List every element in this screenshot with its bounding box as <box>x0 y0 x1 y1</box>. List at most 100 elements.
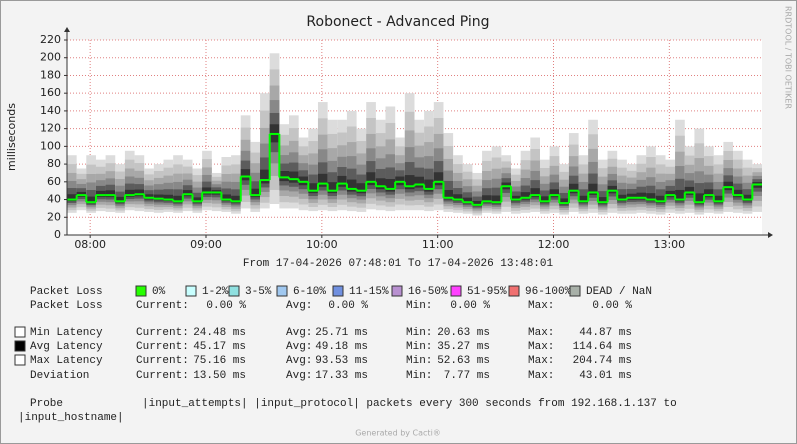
legend-label: DEAD / NaN <box>586 286 652 298</box>
stats-key: Max: <box>528 300 554 312</box>
y-tick-label: 0 <box>54 228 61 241</box>
smoke-band <box>559 198 569 205</box>
stats-key: Current: <box>136 341 189 353</box>
legend-label: 3-5% <box>245 286 272 298</box>
smoke-band <box>337 175 347 187</box>
footer: Generated by Cacti® <box>355 429 441 438</box>
smoke-band <box>231 195 241 203</box>
legend-label: Max Latency <box>30 355 103 367</box>
stats-key: Max: <box>528 370 554 382</box>
smoke-band <box>260 169 270 184</box>
y-tick-label: 160 <box>40 86 61 99</box>
stats-value: 44.87 ms <box>579 327 632 339</box>
stats-value: 25.71 ms <box>315 327 368 339</box>
smoke-band <box>607 185 618 194</box>
stats-value: 0.00 % <box>450 300 490 312</box>
smoke-band <box>308 183 318 194</box>
stats-key: Current: <box>136 355 189 367</box>
x-arrow <box>768 232 773 238</box>
smoke-band <box>86 196 96 204</box>
smoke-band <box>655 195 666 203</box>
smoke-band <box>134 189 145 197</box>
smoke-band <box>182 190 193 197</box>
x-tick-label: 09:00 <box>190 238 222 251</box>
smoke-band <box>327 182 338 194</box>
smoke-band <box>317 173 328 187</box>
smoke-band <box>404 175 415 190</box>
stats-key: Avg: <box>286 370 312 382</box>
y-tick-label: 40 <box>47 193 61 206</box>
y-tick-label: 80 <box>47 157 61 170</box>
smoke-band <box>95 190 106 198</box>
smoke-band <box>385 179 396 192</box>
side-text: RRDTOOL / TOBI OETIKER <box>784 6 793 109</box>
smoke-band <box>163 194 174 202</box>
y-tick-label: 180 <box>40 68 61 81</box>
loss-legend-label: Packet Loss <box>30 286 103 298</box>
smoke-band <box>636 192 647 200</box>
stats-value: 49.18 ms <box>315 341 368 353</box>
smoke-band <box>424 179 434 192</box>
smoke-band <box>67 194 77 202</box>
legend-swatch <box>228 285 240 297</box>
x-tick-label: 10:00 <box>306 238 338 251</box>
smoke-band <box>250 188 261 198</box>
smoke-band <box>665 190 676 198</box>
legend-label: 96-100% <box>525 286 572 298</box>
legend-swatch <box>14 326 26 338</box>
stats-value: 43.01 ms <box>579 370 632 382</box>
x-tick-label: 13:00 <box>653 238 685 251</box>
y-tick-label: 60 <box>47 175 61 188</box>
y-tick-label: 140 <box>40 104 61 117</box>
smoke-band <box>105 190 116 198</box>
stats-value: 0.00 % <box>206 300 246 312</box>
smoke-band <box>433 172 444 186</box>
stats-value: 93.53 ms <box>315 355 368 367</box>
legend-swatch <box>135 285 147 297</box>
stats-key: Min: <box>406 355 432 367</box>
stats-value: 17.33 ms <box>315 370 368 382</box>
stats-value: 0.00 % <box>592 300 632 312</box>
x-tick-label: 11:00 <box>422 238 454 251</box>
y-arrow <box>64 27 70 32</box>
subtitle: From 17-04-2026 07:48:01 To 17-04-2026 1… <box>243 258 554 270</box>
smoke-band <box>356 183 367 194</box>
smoke-band <box>539 196 550 203</box>
stats-value: 204.74 ms <box>573 355 632 367</box>
y-tick-label: 120 <box>40 122 61 135</box>
stats-key: Min: <box>406 370 432 382</box>
stats-key: Avg: <box>286 355 312 367</box>
y-tick-label: 100 <box>40 139 61 152</box>
smoke-band <box>346 179 357 192</box>
legend-swatch <box>14 354 26 366</box>
smoke-band <box>173 195 183 203</box>
legend-label: 11-15% <box>349 286 389 298</box>
chart-title: Robonect - Advanced Ping <box>306 14 489 30</box>
y-tick-label: 200 <box>40 51 61 64</box>
stats-value: 7.77 ms <box>444 370 490 382</box>
smoke-band <box>491 195 502 204</box>
plot <box>67 39 762 236</box>
smoke-band <box>694 193 705 204</box>
stats-key: Min: <box>406 300 432 312</box>
legend-label: 1-2% <box>202 286 229 298</box>
smoke-band <box>192 197 203 203</box>
smoke-band <box>704 189 714 198</box>
stats-key: Avg: <box>286 341 312 353</box>
legend-swatch <box>391 285 403 297</box>
stats-key: Max: <box>528 341 554 353</box>
x-tick-label: 08:00 <box>74 238 106 251</box>
smoke-band <box>723 181 734 191</box>
y-axis-label: milliseconds <box>5 103 18 171</box>
stats-label: Packet Loss <box>30 300 103 312</box>
stats-value: 24.48 ms <box>193 327 246 339</box>
stats-key: Current: <box>136 327 189 339</box>
smoke-band <box>597 197 608 204</box>
smoke-band <box>646 193 656 202</box>
smoke-band <box>482 195 492 203</box>
smoke-band <box>221 194 232 202</box>
stats-value: 35.27 ms <box>437 341 490 353</box>
legend-label: 0% <box>152 286 166 298</box>
stats-value: 75.16 ms <box>193 355 246 367</box>
smoke-band <box>520 192 531 200</box>
